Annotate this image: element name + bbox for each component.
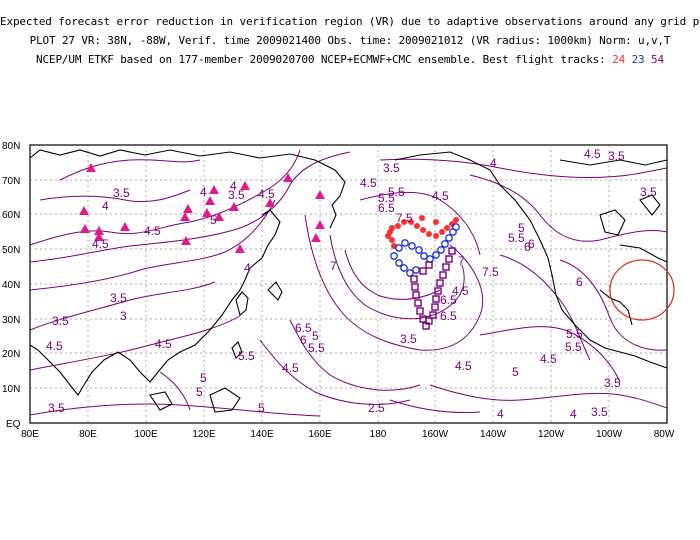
contour-label: 3.5 (400, 332, 417, 346)
coastlines (29, 149, 668, 413)
lon-label: 160W (422, 429, 449, 440)
lon-label: 100E (134, 429, 158, 440)
contour-label: 4.5 (144, 224, 161, 238)
contour-label: 7.5 (396, 211, 413, 225)
flight-track-23 (390, 223, 460, 277)
contour-lines (29, 149, 668, 417)
contour-label: 5 (200, 371, 207, 385)
title-line-3: NCEP/UM ETKF based on 177-member 2009020… (0, 50, 700, 69)
contour-label: 4.5 (155, 337, 172, 351)
contour-label: 4.5 (46, 339, 63, 353)
contour-label: 5.5 (308, 341, 325, 355)
contour-label: 4.5 (452, 284, 469, 298)
lat-label: EQ (6, 419, 21, 430)
contour-label: 5 (312, 329, 319, 343)
contour-label: 6.5 (440, 309, 457, 323)
contour-label: 5.5 (388, 185, 405, 199)
contour-label: 5 (518, 221, 525, 235)
contour-label: 6 (528, 237, 535, 251)
contour-label: 5 (512, 365, 519, 379)
contour-label: 4.5 (92, 237, 109, 251)
lon-label: 120E (192, 429, 216, 440)
contour-label: 4 (490, 156, 497, 170)
lat-label: 40N (2, 280, 20, 291)
contour-label: 7 (330, 259, 337, 273)
lat-label: 20N (2, 349, 20, 360)
contour-label: 4 (200, 185, 207, 199)
contour-label: 3 (120, 309, 127, 323)
contour-label: 7.5 (482, 265, 499, 279)
contour-label: 3.5 (640, 185, 657, 199)
lat-label: 10N (2, 384, 20, 395)
lon-label: 120W (538, 429, 565, 440)
contour-label: 3.5 (604, 376, 621, 390)
contour-label: 4.5 (258, 187, 275, 201)
track-label-blue: 23 (631, 53, 645, 66)
verification-region-circle (609, 259, 675, 321)
contour-label: 5 (196, 385, 203, 399)
contour-label: 5.5 (378, 191, 395, 205)
contour-label: 3.5 (110, 291, 127, 305)
triangle-markers (79, 163, 325, 253)
contour-label: 4 (570, 407, 577, 421)
contour-label: 3.5 (228, 188, 245, 202)
lat-label: 70N (2, 176, 20, 187)
lon-label: 80E (79, 429, 97, 440)
contour-label: 7 (458, 254, 465, 268)
lon-label: 80W (654, 429, 675, 440)
contour-label-layer: 3.5 4 4.5 4.5 3.5 4 4.5 4.5 4 5 5.5 3.5 … (46, 147, 657, 421)
contour-label: 4.5 (360, 176, 377, 190)
contour-label: 3.5 (383, 161, 400, 175)
contour-label: 4.5 (584, 147, 601, 161)
contour-label: 5.5 (565, 340, 582, 354)
contour-label: 3.5 (591, 405, 608, 419)
contour-label: 6 (524, 240, 531, 254)
contour-label: 6.5 (378, 201, 395, 215)
contour-label: 4.5 (432, 189, 449, 203)
contour-label: 5.5 (508, 231, 525, 245)
contour-label: 4 (102, 199, 109, 213)
track-label-purple: 54 (651, 53, 664, 66)
lon-label: 180 (370, 429, 387, 440)
contour-label: 5 (210, 213, 217, 227)
lat-label: 30N (2, 315, 20, 326)
longitude-labels: 80E 80E 100E 120E 140E 160E 180 160W 140… (21, 429, 675, 440)
lon-label: 100W (596, 429, 623, 440)
flight-track-54 (410, 247, 456, 330)
title-line-1: Expected forecast error reduction in ver… (0, 15, 700, 28)
contour-label: 6 (576, 275, 583, 289)
contour-label: 5 (258, 401, 265, 415)
contour-label: 4 (230, 179, 237, 193)
grid-lines (30, 145, 667, 423)
contour-label: 4 (244, 261, 251, 275)
contour-label: 3.5 (52, 314, 69, 328)
contour-label: 4.5 (282, 361, 299, 375)
lon-label: 140W (480, 429, 507, 440)
contour-label: 3.5 (113, 186, 130, 200)
flight-track-24 (385, 215, 459, 249)
track-label-red: 24 (612, 53, 626, 66)
lon-label: 160E (308, 429, 332, 440)
contour-label: 4 (497, 407, 504, 421)
latitude-labels: 80N 70N 60N 50N 40N 30N 20N 10N EQ (2, 141, 21, 430)
contour-label: 5.5 (238, 349, 255, 363)
lon-label: 80E (21, 429, 39, 440)
lat-label: 50N (2, 245, 20, 256)
contour-label: 3.5 (608, 149, 625, 163)
title-line-3-text: NCEP/UM ETKF based on 177-member 2009020… (36, 53, 606, 66)
contour-label: 6.5 (295, 321, 312, 335)
contour-label: 6 (300, 333, 307, 347)
contour-label: 4.5 (540, 352, 557, 366)
contour-label: 3.5 (48, 401, 65, 415)
contour-label: 6.5 (440, 293, 457, 307)
lat-label: 60N (2, 210, 20, 221)
lat-label: 80N (2, 141, 20, 152)
contour-label: 5.5 (566, 327, 583, 341)
contour-label: 2.5 (368, 401, 385, 415)
header: Expected forecast error reduction in ver… (0, 12, 700, 69)
contour-label: 4.5 (455, 359, 472, 373)
lon-label: 140E (250, 429, 274, 440)
title-line-2: PLOT 27 VR: 38N, -88W, Verif. time 20090… (29, 34, 671, 47)
